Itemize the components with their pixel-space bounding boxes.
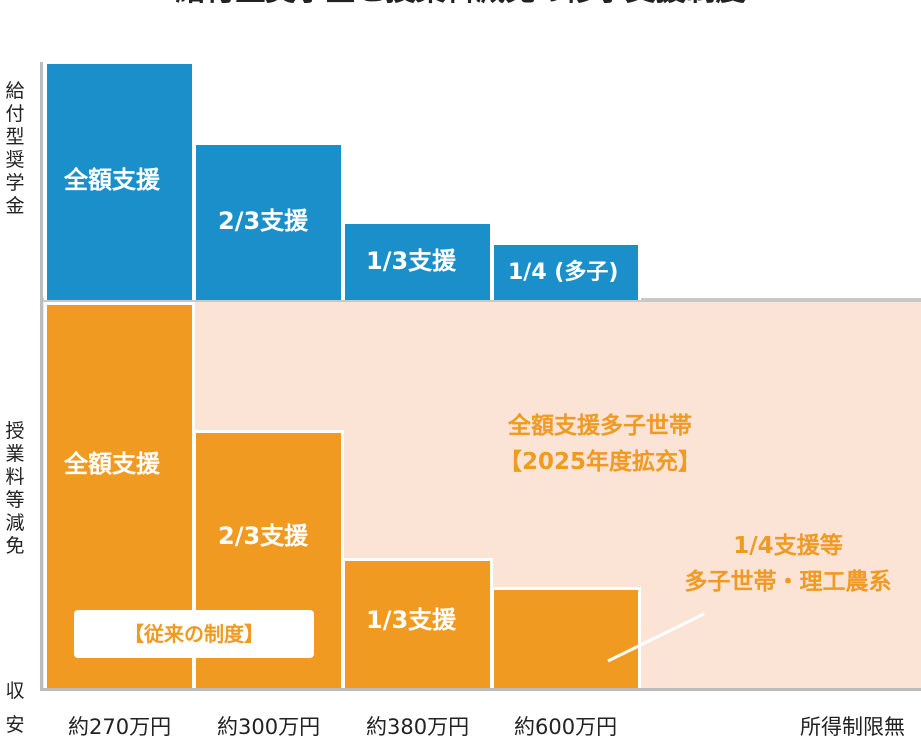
scholarship-label-300: 2/3支援 xyxy=(218,207,309,235)
expansion-line-2: 【2025年度拡充】 xyxy=(498,449,701,475)
tuition-label-380: 1/3支援 xyxy=(366,606,457,634)
tuition-bar-600 xyxy=(491,587,641,688)
x-tick-600: 約600万円 xyxy=(514,715,618,739)
scholarship-bar-600 xyxy=(491,242,641,300)
tuition-bar-380 xyxy=(342,558,493,688)
x-axis xyxy=(40,688,921,691)
scholarship-label-380: 1/3支援 xyxy=(366,247,457,275)
y-label-tuition: 授業料等減免 xyxy=(5,420,25,557)
quarter-line-1: 1/4支援等 xyxy=(733,533,843,559)
quarter-note: 1/4支援等 多子世帯・理工農系 xyxy=(655,528,921,600)
y-label-income: 収 xyxy=(5,680,25,702)
x-tick-unlimited: 所得制限無 xyxy=(800,715,905,739)
y-label-scholarship: 給付型奨学金 xyxy=(5,80,25,217)
scholarship-bar-270 xyxy=(44,61,195,300)
scholarship-label-270: 全額支援 xyxy=(64,166,160,194)
y-label-guide: 安 xyxy=(5,714,25,736)
x-tick-270: 約270万円 xyxy=(68,715,172,739)
tuition-label-300: 2/3支援 xyxy=(218,522,309,550)
group-divider xyxy=(43,298,921,302)
tuition-label-270: 全額支援 xyxy=(64,450,160,478)
x-tick-300: 約300万円 xyxy=(217,715,321,739)
old-system-badge: 【従来の制度】 xyxy=(74,610,314,658)
scholarship-bar-300 xyxy=(193,142,344,300)
y-axis xyxy=(40,62,43,688)
quarter-line-2: 多子世帯・理工農系 xyxy=(684,569,892,595)
chart-title: 給付型奨学金と授業料減免の修学支援制度 xyxy=(0,0,921,8)
expansion-line-1: 全額支援多子世帯 xyxy=(508,413,692,439)
scholarship-label-600: 1/4 (多子) xyxy=(508,260,619,285)
x-tick-380: 約380万円 xyxy=(366,715,470,739)
scholarship-bar-380 xyxy=(342,221,493,300)
expansion-note: 全額支援多子世帯 【2025年度拡充】 xyxy=(470,408,730,480)
